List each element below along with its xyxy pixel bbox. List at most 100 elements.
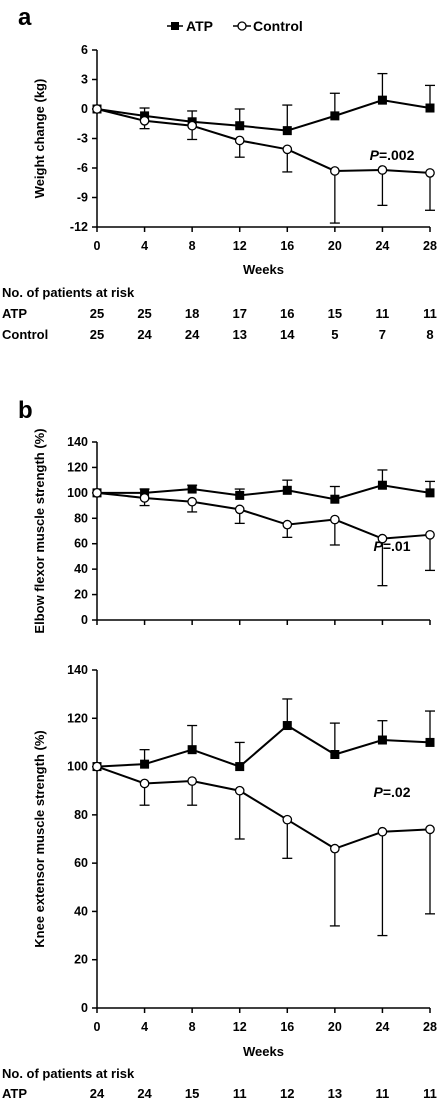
data-point-control bbox=[139, 778, 150, 789]
data-point-atp bbox=[377, 480, 387, 490]
x-tick-label: 4 bbox=[141, 1020, 148, 1034]
chart-panel-1: b 140 120 100 80 60 40 20 0 Elbow flexor muscle s… bbox=[18, 397, 435, 634]
p-value-number: =.02 bbox=[383, 784, 411, 800]
y-tick-label: 6 bbox=[81, 43, 88, 57]
risk-table-title: No. of patients at risk bbox=[2, 285, 135, 300]
risk-cell: 24 bbox=[137, 1086, 152, 1101]
risk-cell: 13 bbox=[232, 327, 246, 342]
y-tick-label: 40 bbox=[74, 562, 88, 576]
risk-cell: 14 bbox=[280, 327, 295, 342]
p-value-annotation: P=.002 bbox=[370, 147, 415, 163]
data-point-atp bbox=[377, 95, 387, 105]
x-tick-label: 20 bbox=[328, 1020, 342, 1034]
data-point-control bbox=[377, 165, 388, 175]
data-point-control bbox=[425, 824, 435, 835]
y-tick-label: 3 bbox=[81, 73, 88, 87]
x-tick-label: 12 bbox=[233, 1020, 247, 1034]
y-tick-label: 0 bbox=[81, 102, 88, 116]
y-tick-label: 120 bbox=[67, 460, 88, 474]
x-tick-label: 20 bbox=[328, 239, 342, 253]
x-tick-label: 8 bbox=[189, 239, 196, 253]
risk-cell: 12 bbox=[280, 1086, 294, 1101]
risk-cell: 25 bbox=[90, 327, 104, 342]
data-point-control bbox=[377, 533, 388, 544]
risk-cell: 16 bbox=[280, 306, 294, 321]
y-tick-label: 60 bbox=[74, 537, 88, 551]
y-tick-label: 60 bbox=[74, 856, 88, 870]
y-tick-label: 40 bbox=[74, 904, 88, 918]
data-point-control bbox=[234, 504, 245, 515]
y-tick-label: 80 bbox=[74, 808, 88, 822]
legend-atp-marker bbox=[171, 22, 179, 30]
data-point-atp bbox=[140, 488, 150, 498]
y-tick-label: 0 bbox=[81, 613, 88, 627]
data-point-control bbox=[234, 135, 245, 146]
p-value-number: =.01 bbox=[383, 538, 411, 554]
legend-control-marker bbox=[237, 21, 247, 31]
data-point-atp bbox=[330, 750, 340, 759]
risk-cell: 11 bbox=[423, 1086, 437, 1101]
y-axis-label: Weight change (kg) bbox=[32, 79, 47, 199]
risk-cell: 15 bbox=[185, 1086, 199, 1101]
x-tick-label: 24 bbox=[375, 1020, 389, 1034]
risk-cell: 11 bbox=[376, 1086, 390, 1101]
risk-table: No. of patients at risk ATP 24 24 15 11 12 13 11… bbox=[2, 1066, 437, 1101]
data-point-atp bbox=[425, 737, 435, 747]
series-line-control bbox=[96, 491, 431, 540]
p-value-annotation: P=.01 bbox=[374, 538, 411, 554]
y-tick-label: 0 bbox=[81, 1001, 88, 1015]
chart-panel-2: 140 120 100 80 60 40 20 00 4 8 12 16 20 24 28 Knee exte… bbox=[2, 663, 437, 1101]
data-point-control bbox=[187, 776, 197, 786]
x-axis-label: Weeks bbox=[243, 1044, 284, 1059]
x-tick-label: 0 bbox=[94, 239, 101, 253]
data-point-control bbox=[377, 826, 388, 837]
y-tick-label: 100 bbox=[67, 486, 88, 500]
series-line-atp bbox=[96, 724, 431, 768]
data-point-control bbox=[282, 144, 293, 155]
data-point-atp bbox=[187, 484, 197, 494]
data-point-control bbox=[330, 514, 340, 525]
risk-cell: 11 bbox=[376, 306, 390, 321]
risk-cell: 8 bbox=[426, 327, 433, 342]
series-line-atp bbox=[96, 99, 431, 132]
panel-label: a bbox=[18, 4, 32, 31]
data-point-control bbox=[139, 493, 150, 503]
y-tick-label: 80 bbox=[74, 511, 88, 525]
risk-table: No. of patients at risk ATP 25 25 18 17 16 15 11… bbox=[2, 285, 437, 342]
panel-label: b bbox=[18, 397, 33, 424]
series-line-atp bbox=[97, 484, 431, 501]
data-point-atp bbox=[425, 103, 435, 113]
y-tick-label: -6 bbox=[77, 161, 88, 175]
data-point-control bbox=[92, 761, 102, 772]
risk-cell: 7 bbox=[379, 327, 386, 342]
data-point-atp bbox=[140, 111, 150, 121]
x-tick-label: 28 bbox=[423, 239, 437, 253]
data-point-control bbox=[187, 120, 197, 131]
risk-cell: 11 bbox=[423, 306, 437, 321]
risk-row-label: Control bbox=[2, 327, 48, 342]
risk-cell: 13 bbox=[328, 1086, 342, 1101]
y-tick-label: 20 bbox=[74, 588, 88, 602]
x-tick-label: 16 bbox=[280, 1020, 294, 1034]
y-tick-label: 140 bbox=[67, 663, 88, 677]
data-point-control bbox=[139, 115, 150, 126]
data-point-atp bbox=[282, 721, 292, 731]
risk-cell: 5 bbox=[331, 327, 338, 342]
y-tick-label: 100 bbox=[67, 760, 88, 774]
p-value-symbol: P bbox=[374, 784, 384, 800]
y-axis-label: Elbow flexor muscle strength (%) bbox=[32, 428, 47, 633]
risk-table-title: No. of patients at risk bbox=[2, 1066, 135, 1081]
data-point-control bbox=[282, 814, 293, 825]
risk-cell: 24 bbox=[185, 327, 200, 342]
p-value-number: =.002 bbox=[379, 147, 415, 163]
x-tick-label: 8 bbox=[189, 1020, 196, 1034]
data-point-control bbox=[330, 843, 340, 854]
legend-label: ATP bbox=[186, 18, 213, 34]
y-tick-label: -12 bbox=[70, 220, 88, 234]
data-point-atp bbox=[140, 759, 150, 769]
y-tick-label: 20 bbox=[74, 953, 88, 967]
risk-cell: 11 bbox=[233, 1086, 247, 1101]
x-axis-label: Weeks bbox=[243, 262, 284, 277]
risk-row-label: ATP bbox=[2, 1086, 27, 1101]
